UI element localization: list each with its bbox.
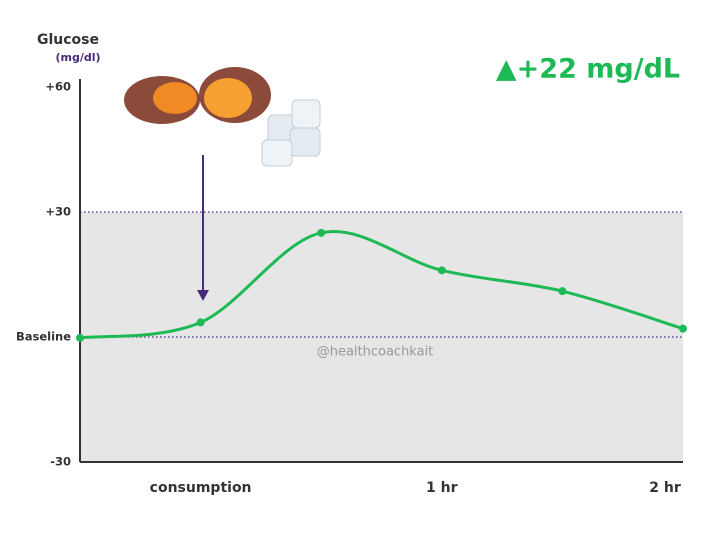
data-point <box>437 266 446 275</box>
data-point <box>317 228 326 237</box>
series-line <box>79 230 684 340</box>
y-tick-label: Baseline <box>16 330 71 344</box>
y-axis-label: Glucose <box>37 32 99 48</box>
food-illustration <box>124 67 321 167</box>
annotation: ▲+22 mg/dL <box>496 54 680 85</box>
y-axis-unit: (mg/dl) <box>55 51 100 64</box>
data-point <box>196 318 205 327</box>
x-tick-label: consumption <box>150 480 252 496</box>
y-tick-label: -30 <box>50 455 71 469</box>
x-tick-label: 2 hr <box>649 480 681 496</box>
data-point <box>76 333 84 342</box>
data-point <box>679 324 687 333</box>
watermark: @healthcoachkait <box>317 345 434 360</box>
y-tick-label: +60 <box>45 80 71 94</box>
y-tick-label: +30 <box>45 205 71 219</box>
data-point <box>558 287 567 296</box>
x-tick-label: 1 hr <box>426 480 458 496</box>
arrow <box>197 155 209 301</box>
